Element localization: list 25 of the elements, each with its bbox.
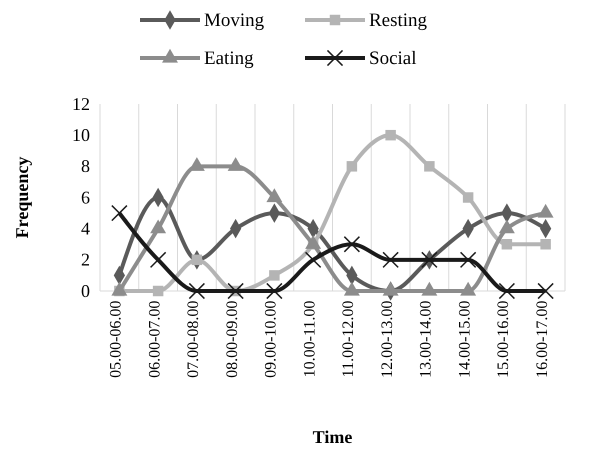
y-axis-title: Frequency <box>12 156 32 238</box>
y-tick-label: 0 <box>81 280 90 301</box>
x-tick-label: 09.00-10.00 <box>262 300 280 378</box>
y-tick-label: 12 <box>72 94 90 114</box>
y-tick-label: 8 <box>81 156 90 176</box>
x-axis-title: Time <box>312 427 352 447</box>
legend-label: Eating <box>204 48 254 69</box>
x-tick-label: 16.00-17.00 <box>534 300 551 378</box>
legend-label: Moving <box>204 10 265 31</box>
x-tick-label: 12.00-13.00 <box>378 300 396 378</box>
x-tick-label: 15.00-16.00 <box>495 300 512 378</box>
x-tick-label: 07.00-08.00 <box>185 300 202 378</box>
y-tick-label: 6 <box>81 187 90 208</box>
x-tick-label: 08.00-09.00 <box>224 300 241 378</box>
x-tick-label: 11.00-12.00 <box>340 300 358 378</box>
x-tick-label: 06.00-07.00 <box>146 300 164 378</box>
x-tick-label: 05.00-06.00 <box>108 300 125 378</box>
legend-label: Social <box>369 48 416 69</box>
legend-label: Resting <box>369 10 428 31</box>
y-tick-label: 2 <box>81 250 90 270</box>
x-tick-label: 13.00-14.00 <box>418 300 435 378</box>
y-tick-label: 10 <box>72 124 90 145</box>
x-tick-label: 10.00-11.00 <box>301 300 318 378</box>
x-tick-label: 14.00-15.00 <box>456 300 474 378</box>
y-tick-label: 4 <box>81 218 90 238</box>
